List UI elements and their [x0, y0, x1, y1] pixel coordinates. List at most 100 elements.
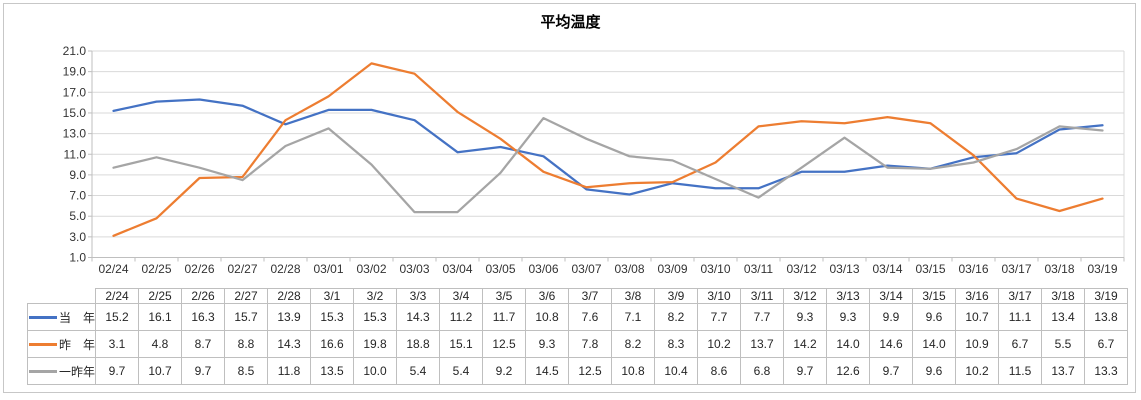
- y-axis-tick-label: 17.0: [63, 85, 87, 99]
- table-date-header-cell: 3/6: [525, 288, 570, 304]
- table-date-header-cell: 3/17: [998, 288, 1043, 304]
- table-date-header-cell: 3/4: [439, 288, 484, 304]
- legend-line-swatch: [29, 315, 57, 319]
- table-value-cell: 9.2: [482, 357, 527, 385]
- table-value-cell: 6.7: [1084, 330, 1129, 358]
- table-value-cell: 13.9: [267, 303, 312, 331]
- table-value-cell: 8.6: [697, 357, 742, 385]
- table-value-cell: 14.3: [396, 303, 441, 331]
- y-axis-tick-label: 1.0: [69, 251, 86, 265]
- x-axis-tick-label: 03/09: [657, 262, 687, 276]
- table-date-header-cell: 2/28: [267, 288, 312, 304]
- table-value-cell: 8.2: [611, 330, 656, 358]
- x-axis-tick-label: 03/04: [442, 262, 472, 276]
- table-value-cell: 14.5: [525, 357, 570, 385]
- x-axis-tick-label: 03/18: [1044, 262, 1074, 276]
- table-date-header-cell: 2/27: [224, 288, 269, 304]
- table-row: 昨 年 3.1 4.8 8.7 8.8 14.3 16.6 19.8 18.8 15.1 12.5 9…: [26, 330, 1129, 358]
- table-value-cell: 13.5: [310, 357, 355, 385]
- table-value-cell: 14.6: [869, 330, 914, 358]
- table-date-header-cell: 3/18: [1041, 288, 1086, 304]
- x-axis-tick-label: 03/08: [614, 262, 644, 276]
- y-axis-tick-label: 19.0: [63, 65, 87, 79]
- table-value-cell: 10.2: [955, 357, 1000, 385]
- table-value-cell: 13.7: [1041, 357, 1086, 385]
- legend-series-label: 昨 年: [59, 337, 96, 352]
- table-value-cell: 11.8: [267, 357, 312, 385]
- table-value-cell: 10.2: [697, 330, 742, 358]
- table-value-cell: 11.1: [998, 303, 1043, 331]
- table-value-cell: 13.7: [740, 330, 785, 358]
- table-value-cell: 9.6: [912, 357, 957, 385]
- x-axis-tick-label: 03/05: [485, 262, 515, 276]
- table-date-header-cell: 3/7: [568, 288, 613, 304]
- y-axis-tick-label: 13.0: [63, 127, 87, 141]
- table-value-cell: 10.7: [138, 357, 183, 385]
- table-value-cell: 10.0: [353, 357, 398, 385]
- y-axis-tick-label: 3.0: [69, 230, 86, 244]
- table-date-header-cell: 2/25: [138, 288, 183, 304]
- x-axis-tick-label: 02/26: [184, 262, 214, 276]
- table-value-cell: 8.8: [224, 330, 269, 358]
- table-value-cell: 15.1: [439, 330, 484, 358]
- table-value-cell: 16.1: [138, 303, 183, 331]
- table-value-cell: 8.7: [181, 330, 226, 358]
- table-value-cell: 13.3: [1084, 357, 1129, 385]
- table-value-cell: 11.2: [439, 303, 484, 331]
- table-value-cell: 13.8: [1084, 303, 1129, 331]
- x-axis-tick-label: 03/13: [829, 262, 859, 276]
- table-value-cell: 7.8: [568, 330, 613, 358]
- table-value-cell: 15.2: [95, 303, 140, 331]
- table-value-cell: 11.5: [998, 357, 1043, 385]
- table-date-header-cell: 3/15: [912, 288, 957, 304]
- y-axis-tick-label: 21.0: [63, 44, 87, 58]
- x-axis-tick-label: 03/12: [786, 262, 816, 276]
- table-value-cell: 9.9: [869, 303, 914, 331]
- table-value-cell: 13.4: [1041, 303, 1086, 331]
- table-date-header-cell: 3/5: [482, 288, 527, 304]
- table-value-cell: 6.8: [740, 357, 785, 385]
- chart-title: 平均温度: [540, 14, 601, 31]
- table-value-cell: 12.5: [568, 357, 613, 385]
- x-axis-tick-label: 03/06: [528, 262, 558, 276]
- table-value-cell: 14.0: [912, 330, 957, 358]
- table-value-cell: 8.5: [224, 357, 269, 385]
- data-table: 2/24 2/25 2/26 2/27 2/28 3/1 3/2 3/3 3/4 3/5 3/6 3/…: [26, 288, 1129, 385]
- y-axis-tick-label: 15.0: [63, 106, 87, 120]
- series-line-2: [112, 116, 1104, 214]
- table-value-cell: 9.7: [869, 357, 914, 385]
- legend-series-label: 当 年: [59, 310, 96, 325]
- table-value-cell: 15.7: [224, 303, 269, 331]
- table-date-header-cell: 3/13: [826, 288, 871, 304]
- table-value-cell: 5.4: [396, 357, 441, 385]
- x-axis-tick-label: 03/03: [399, 262, 429, 276]
- x-axis-tick-label: 03/02: [356, 262, 386, 276]
- table-value-cell: 18.8: [396, 330, 441, 358]
- table-value-cell: 19.8: [353, 330, 398, 358]
- legend-cell-series-2: 一昨年: [26, 357, 97, 385]
- table-date-header-cell: 3/10: [697, 288, 742, 304]
- table-value-cell: 14.0: [826, 330, 871, 358]
- y-axis-tick-label: 5.0: [69, 209, 86, 223]
- table-value-cell: 6.7: [998, 330, 1043, 358]
- table-value-cell: 10.8: [611, 357, 656, 385]
- x-axis-tick-label: 03/19: [1087, 262, 1117, 276]
- x-axis-tick-label: 03/16: [958, 262, 988, 276]
- x-axis-tick-label: 03/17: [1001, 262, 1031, 276]
- table-date-header-cell: 3/3: [396, 288, 441, 304]
- table-value-cell: 9.3: [783, 303, 828, 331]
- x-axis-tick-label: 03/01: [313, 262, 343, 276]
- x-axis-tick-label: 02/28: [270, 262, 300, 276]
- table-value-cell: 10.8: [525, 303, 570, 331]
- table-row: 一昨年 9.7 10.7 9.7 8.5 11.8 13.5 10.0 5.4 5.4 9.2 14.…: [26, 357, 1129, 385]
- table-value-cell: 11.7: [482, 303, 527, 331]
- table-value-cell: 9.3: [826, 303, 871, 331]
- table-date-header-cell: 2/26: [181, 288, 226, 304]
- table-value-cell: 4.8: [138, 330, 183, 358]
- legend-cell-series-1: 昨 年: [26, 330, 97, 358]
- table-value-cell: 7.7: [697, 303, 742, 331]
- legend-line-swatch: [29, 369, 57, 373]
- table-value-cell: 9.7: [95, 357, 140, 385]
- table-date-header-cell: 3/12: [783, 288, 828, 304]
- x-axis-tick-label: 02/27: [227, 262, 257, 276]
